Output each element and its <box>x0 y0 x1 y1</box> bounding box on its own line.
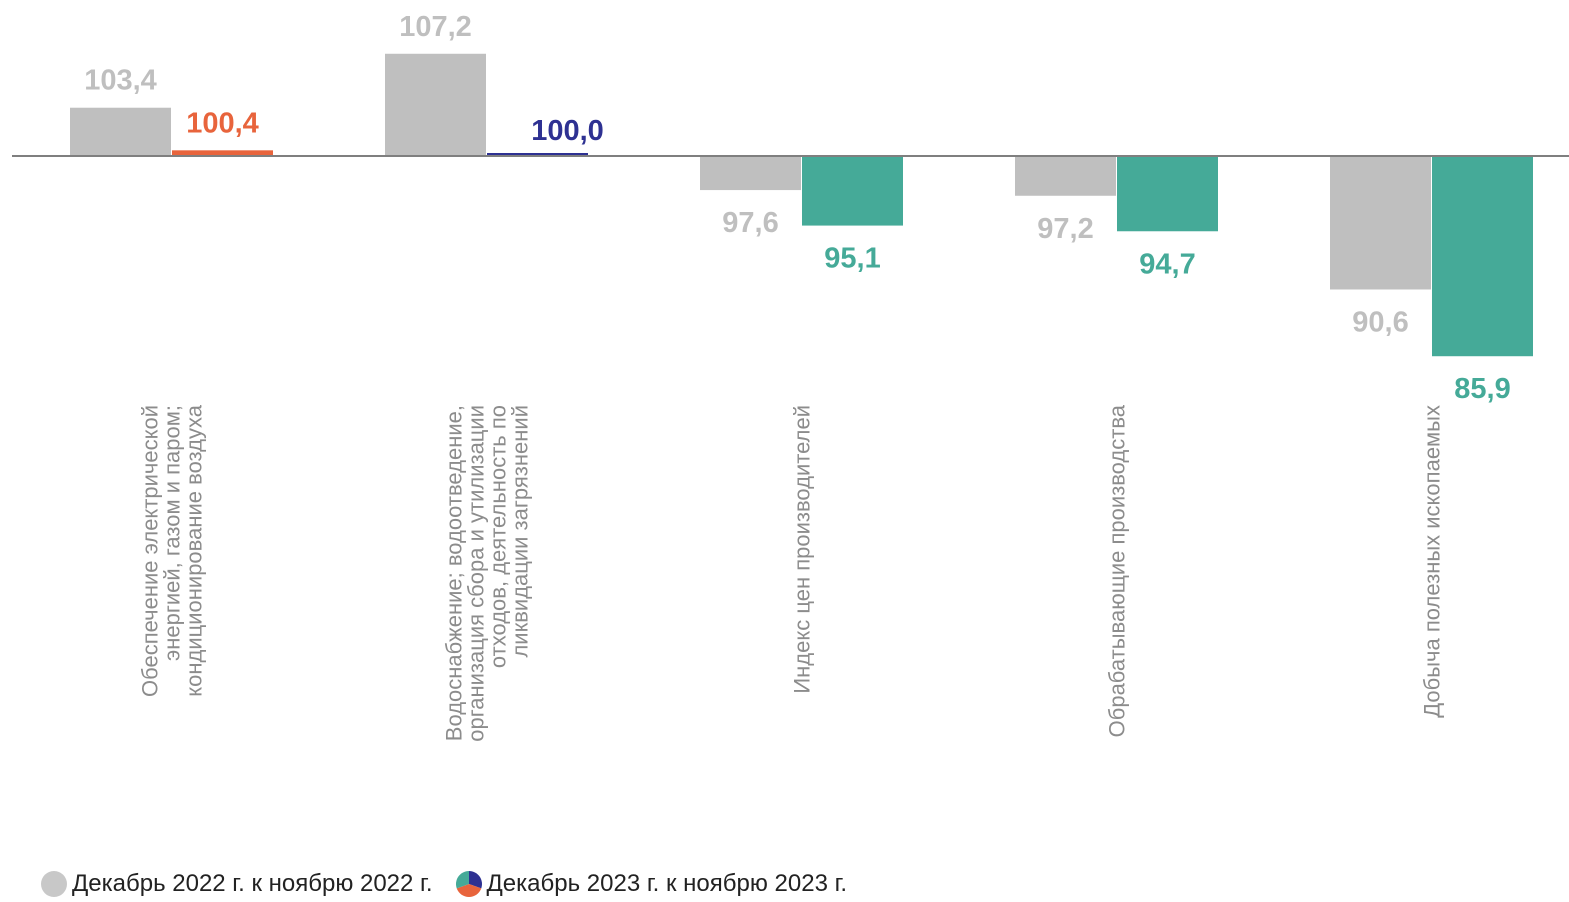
category-label-4: Добыча полезных ископаемых <box>1420 405 1445 718</box>
bar-s1-c4 <box>1432 156 1533 357</box>
bar-s1-c3 <box>1117 156 1218 232</box>
category-label-line: Индекс цен производителей <box>790 405 815 694</box>
legend-marker-2022 <box>41 871 67 897</box>
value-label-s0-c3: 97,2 <box>1037 213 1093 245</box>
value-label-s0-c4: 90,6 <box>1352 306 1408 338</box>
category-label-line: отходов, деятельность по <box>486 405 511 668</box>
legend-marker-2023 <box>455 871 482 898</box>
category-label-2: Индекс цен производителей <box>790 405 815 694</box>
legend: Декабрь 2022 г. к ноябрю 2022 г. Декабрь… <box>40 866 869 902</box>
bar-chart: 103,4 107,2 97,6 97,2 90,6 100,4 100,0 95,1 94,7… <box>12 11 1569 742</box>
category-label-line: Обрабатывающие производства <box>1105 404 1130 737</box>
category-label-line: ликвидации загрязнений <box>508 405 533 658</box>
value-label-s0-c2: 97,6 <box>722 207 778 239</box>
bar-s0-c4 <box>1330 156 1431 290</box>
category-label-line: Добыча полезных ископаемых <box>1420 405 1445 718</box>
legend-label-2022: Декабрь 2022 г. к ноябрю 2022 г. <box>72 870 433 897</box>
legend-item-2022: Декабрь 2022 г. к ноябрю 2022 г. <box>40 870 433 898</box>
bar-s1-c2 <box>802 156 903 226</box>
value-label-s1-c0: 100,4 <box>186 107 259 139</box>
bar-s0-c0 <box>70 107 171 156</box>
category-label-1: Водоснабжение; водоотведение,организация… <box>442 405 533 742</box>
category-label-line: организация сбора и утилизации <box>464 405 489 742</box>
category-label-line: кондиционирование воздуха <box>182 404 207 697</box>
bar-s0-c3 <box>1015 156 1116 196</box>
value-label-s1-c2: 95,1 <box>824 243 880 275</box>
value-label-s1-c1: 100,0 <box>531 115 604 147</box>
category-label-line: Обеспечение электрической <box>138 405 163 697</box>
value-label-s0-c1: 107,2 <box>399 11 472 43</box>
bar-s0-c1 <box>385 53 486 157</box>
value-label-s1-c4: 85,9 <box>1454 373 1510 405</box>
value-label-s1-c3: 94,7 <box>1139 248 1195 280</box>
legend-item-2023: Декабрь 2023 г. к ноябрю 2023 г. <box>455 870 848 898</box>
plot-area: 103,4 107,2 97,6 97,2 90,6 100,4 100,0 95,1 94,7… <box>12 11 1569 742</box>
legend-label-2023: Декабрь 2023 г. к ноябрю 2023 г. <box>486 870 848 897</box>
category-label-line: энергией, газом и паром; <box>160 405 185 661</box>
value-label-s0-c0: 103,4 <box>84 65 157 97</box>
category-label-line: Водоснабжение; водоотведение, <box>442 405 467 741</box>
bar-s0-c2 <box>700 156 801 191</box>
bar-s1-c1 <box>487 153 588 156</box>
bar-s1-c0 <box>172 150 273 156</box>
category-label-3: Обрабатывающие производства <box>1105 404 1130 737</box>
